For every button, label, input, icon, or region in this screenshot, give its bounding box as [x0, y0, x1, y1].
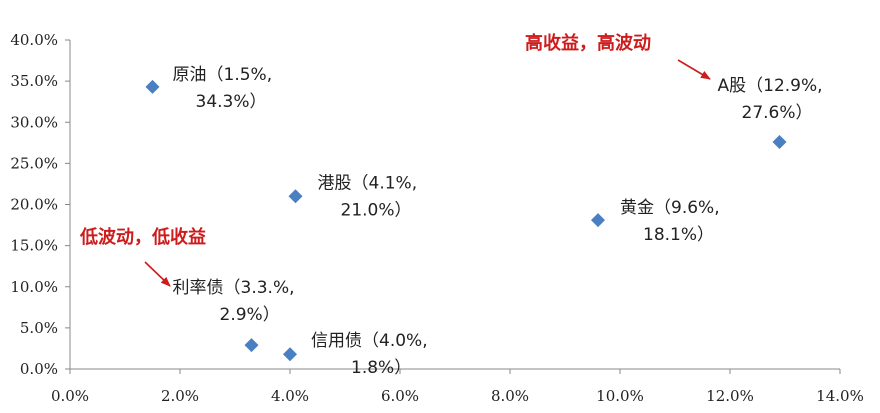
data-point — [283, 347, 297, 362]
data-point — [288, 189, 303, 204]
x-tick-label: 12.0% — [706, 387, 754, 405]
point-label-line2: 21.0%） — [341, 200, 412, 220]
data-point — [145, 79, 160, 94]
data-points — [145, 79, 787, 362]
y-tick-label: 20.0% — [10, 196, 58, 214]
annotations: 高收益，高波动 低波动，低收益 — [79, 32, 711, 287]
y-tick-label: 30.0% — [10, 113, 58, 131]
x-tick-label: 14.0% — [816, 387, 864, 405]
annotation-high-return: 高收益，高波动 — [525, 32, 651, 54]
y-tick-label: 5.0% — [20, 319, 58, 337]
x-tick-label: 4.0% — [271, 387, 309, 405]
y-tick-label: 40.0% — [10, 31, 58, 49]
y-tick-label: 35.0% — [10, 72, 58, 90]
x-tick-label: 0.0% — [51, 387, 89, 405]
point-label-line1: 利率债（3.3.%, — [173, 278, 295, 298]
point-label-line1: 港股（4.1%, — [318, 173, 418, 193]
y-tick-label: 0.0% — [20, 360, 58, 378]
x-tick-label: 8.0% — [491, 387, 529, 405]
point-label-line1: A股（12.9%, — [718, 76, 823, 96]
point-label-line1: 信用债（4.0%, — [311, 331, 428, 351]
tick-labels: 0.0% 5.0% 10.0% 15.0% 20.0% 25.0% 30.0% 35.0% 40… — [10, 31, 863, 405]
annotation-low-volatility: 低波动，低收益 — [79, 226, 206, 248]
annotation-arrow-low — [144, 261, 171, 287]
x-tick-label: 2.0% — [161, 387, 199, 405]
data-point — [244, 338, 259, 353]
x-tick-label: 6.0% — [381, 387, 419, 405]
y-tick-label: 10.0% — [10, 278, 58, 296]
data-point — [591, 213, 605, 228]
point-label-line2: 34.3%） — [196, 92, 267, 112]
point-label-line1: 原油（1.5%, — [173, 65, 273, 85]
point-label-line2: 27.6%） — [742, 103, 813, 123]
point-label-line2: 1.8%） — [351, 358, 411, 378]
y-tick-label: 25.0% — [10, 154, 58, 172]
data-point — [772, 134, 787, 149]
point-label-line2: 2.9%） — [220, 305, 280, 325]
y-tick-label: 15.0% — [10, 237, 58, 255]
point-label-line1: 黄金（9.6%, — [620, 198, 720, 218]
annotation-arrow-high — [677, 59, 711, 80]
point-label-line2: 18.1%） — [643, 225, 714, 245]
x-tick-label: 10.0% — [596, 387, 644, 405]
axes — [65, 39, 841, 374]
point-labels: 原油（1.5%, 34.3%） 港股（4.1%, 21.0%） 利率债（3.3.%, 2.… — [173, 65, 823, 378]
